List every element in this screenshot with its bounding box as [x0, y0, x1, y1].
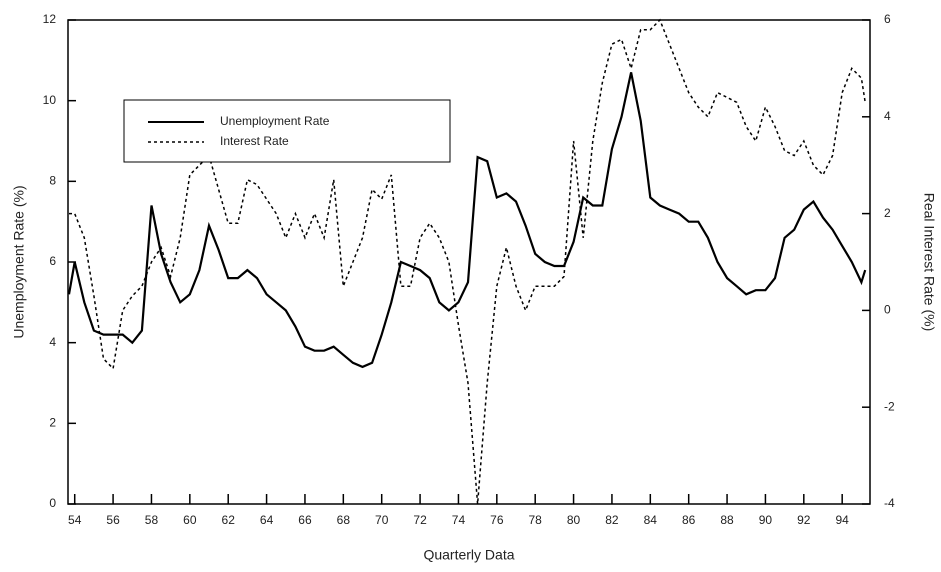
x-tick-label: 62 [222, 513, 236, 527]
y2-tick-label: 0 [884, 303, 891, 317]
y-tick-label: 4 [49, 335, 56, 349]
legend-label: Unemployment Rate [220, 114, 330, 128]
x-tick-label: 72 [413, 513, 427, 527]
x-tick-label: 80 [567, 513, 581, 527]
y-tick-label: 6 [49, 254, 56, 268]
y2-tick-label: -4 [884, 496, 895, 510]
y-tick-label: 8 [49, 174, 56, 188]
series-line [69, 18, 866, 505]
x-tick-label: 66 [298, 513, 312, 527]
x-tick-label: 54 [68, 513, 82, 527]
x-tick-label: 68 [337, 513, 351, 527]
y-tick-label: 12 [43, 12, 57, 26]
x-axis-label: Quarterly Data [423, 547, 514, 563]
x-tick-label: 58 [145, 513, 159, 527]
x-tick-label: 84 [644, 513, 658, 527]
x-tick-label: 64 [260, 513, 274, 527]
y2-tick-label: 4 [884, 109, 891, 123]
x-tick-label: 76 [490, 513, 504, 527]
y2-tick-label: 2 [884, 206, 891, 220]
x-tick-label: 74 [452, 513, 466, 527]
legend-label: Interest Rate [220, 134, 289, 148]
x-tick-label: 88 [720, 513, 734, 527]
x-tick-label: 92 [797, 513, 811, 527]
y2-tick-label: 6 [884, 12, 891, 26]
series-line [67, 72, 867, 369]
x-tick-label: 78 [529, 513, 543, 527]
y-axis-label: Unemployment Rate (%) [11, 185, 27, 338]
x-tick-label: 94 [835, 513, 849, 527]
y-tick-label: 2 [49, 416, 56, 430]
y-tick-label: 0 [49, 496, 56, 510]
y-tick-label: 10 [43, 93, 57, 107]
x-tick-label: 60 [183, 513, 197, 527]
x-tick-label: 56 [106, 513, 120, 527]
x-tick-label: 86 [682, 513, 696, 527]
x-tick-label: 82 [605, 513, 619, 527]
y2-tick-label: -2 [884, 399, 895, 413]
legend-box [123, 99, 451, 163]
x-tick-label: 90 [759, 513, 773, 527]
y2-axis-label: Real Interest Rate (%) [921, 193, 937, 332]
x-tick-label: 70 [375, 513, 389, 527]
